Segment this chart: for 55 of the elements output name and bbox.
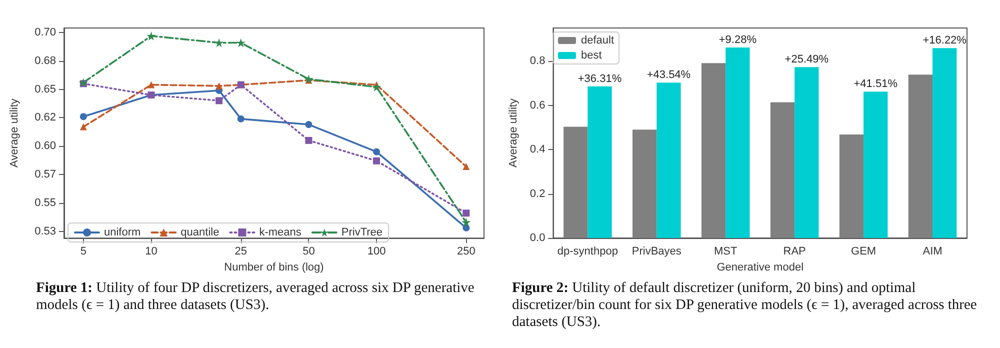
legend-label: default [581, 34, 614, 46]
annotation: +9.28% [718, 34, 757, 46]
x-axis-title: Number of bins (log) [224, 262, 324, 274]
y-tick-label: 0.62 [34, 112, 56, 124]
x-tick-label: dp-synthpop [557, 246, 618, 258]
annotation: +36.31% [578, 72, 622, 85]
y-tick-label: 0.8 [530, 55, 546, 68]
y-tick-label: 0.65 [34, 83, 56, 96]
x-tick-label: GEM [851, 246, 876, 258]
y-tick-label: 0.70 [34, 26, 56, 39]
x-tick-label: 100 [367, 246, 386, 258]
x-tick-label: 10 [145, 246, 158, 258]
legend-label: best [581, 50, 602, 62]
bar [839, 134, 864, 238]
y-axis-title: Average utility [508, 98, 520, 168]
x-tick-label: PrivBayes [632, 246, 682, 258]
bar [908, 74, 933, 238]
legend-label: PrivTree [341, 226, 383, 238]
y-tick-label: 0.2 [530, 188, 546, 200]
y-tick-label: 0.6 [530, 99, 546, 112]
x-tick-label: 250 [456, 246, 476, 258]
bar [726, 47, 750, 238]
bar [932, 48, 957, 238]
bar [701, 63, 726, 238]
bar [864, 92, 888, 238]
caption: Figure 1: Utility of four DP discretizers, averaged across six DP generative models (ϵ = 1) and three datasets (US3). [36, 280, 476, 314]
y-tick-label: 0.60 [34, 140, 56, 152]
bar [770, 102, 795, 238]
x-tick-label: RAP [783, 246, 806, 258]
y-tick-label: 0.55 [34, 196, 56, 209]
caption: Figure 2: Utility of default discretizer (uniform, 20 bins) and optimal discretizer/bin count for six DP generative models (ϵ = 1), averaged across three datasets (US3). [512, 280, 978, 331]
bar [564, 126, 588, 238]
legend-label: quantile [180, 226, 220, 238]
x-tick-label: AIM [922, 246, 942, 258]
x-tick-label: MST [714, 246, 738, 258]
x-tick-label: 5 [80, 246, 86, 258]
bar [588, 86, 612, 238]
bar [794, 67, 819, 238]
annotation: +25.49% [784, 54, 829, 66]
y-tick-label: 0.53 [34, 225, 56, 238]
annotation: +16.22% [922, 34, 967, 47]
x-axis-title: Generative model [716, 262, 804, 274]
bar [632, 130, 657, 238]
y-axis-title: Average utility [8, 98, 20, 168]
y-tick-label: 0.57 [34, 168, 56, 180]
x-tick-label: 25 [234, 246, 248, 258]
annotation: +43.54% [646, 69, 691, 82]
legend-label: k-means [259, 226, 302, 238]
legend-label: uniform [104, 226, 141, 238]
annotation: +41.51% [854, 78, 898, 90]
y-tick-label: 0.68 [34, 54, 56, 67]
bar [656, 82, 681, 238]
y-tick-label: 0.0 [530, 232, 546, 244]
x-tick-label: 50 [302, 246, 315, 258]
y-tick-label: 0.4 [530, 144, 546, 156]
